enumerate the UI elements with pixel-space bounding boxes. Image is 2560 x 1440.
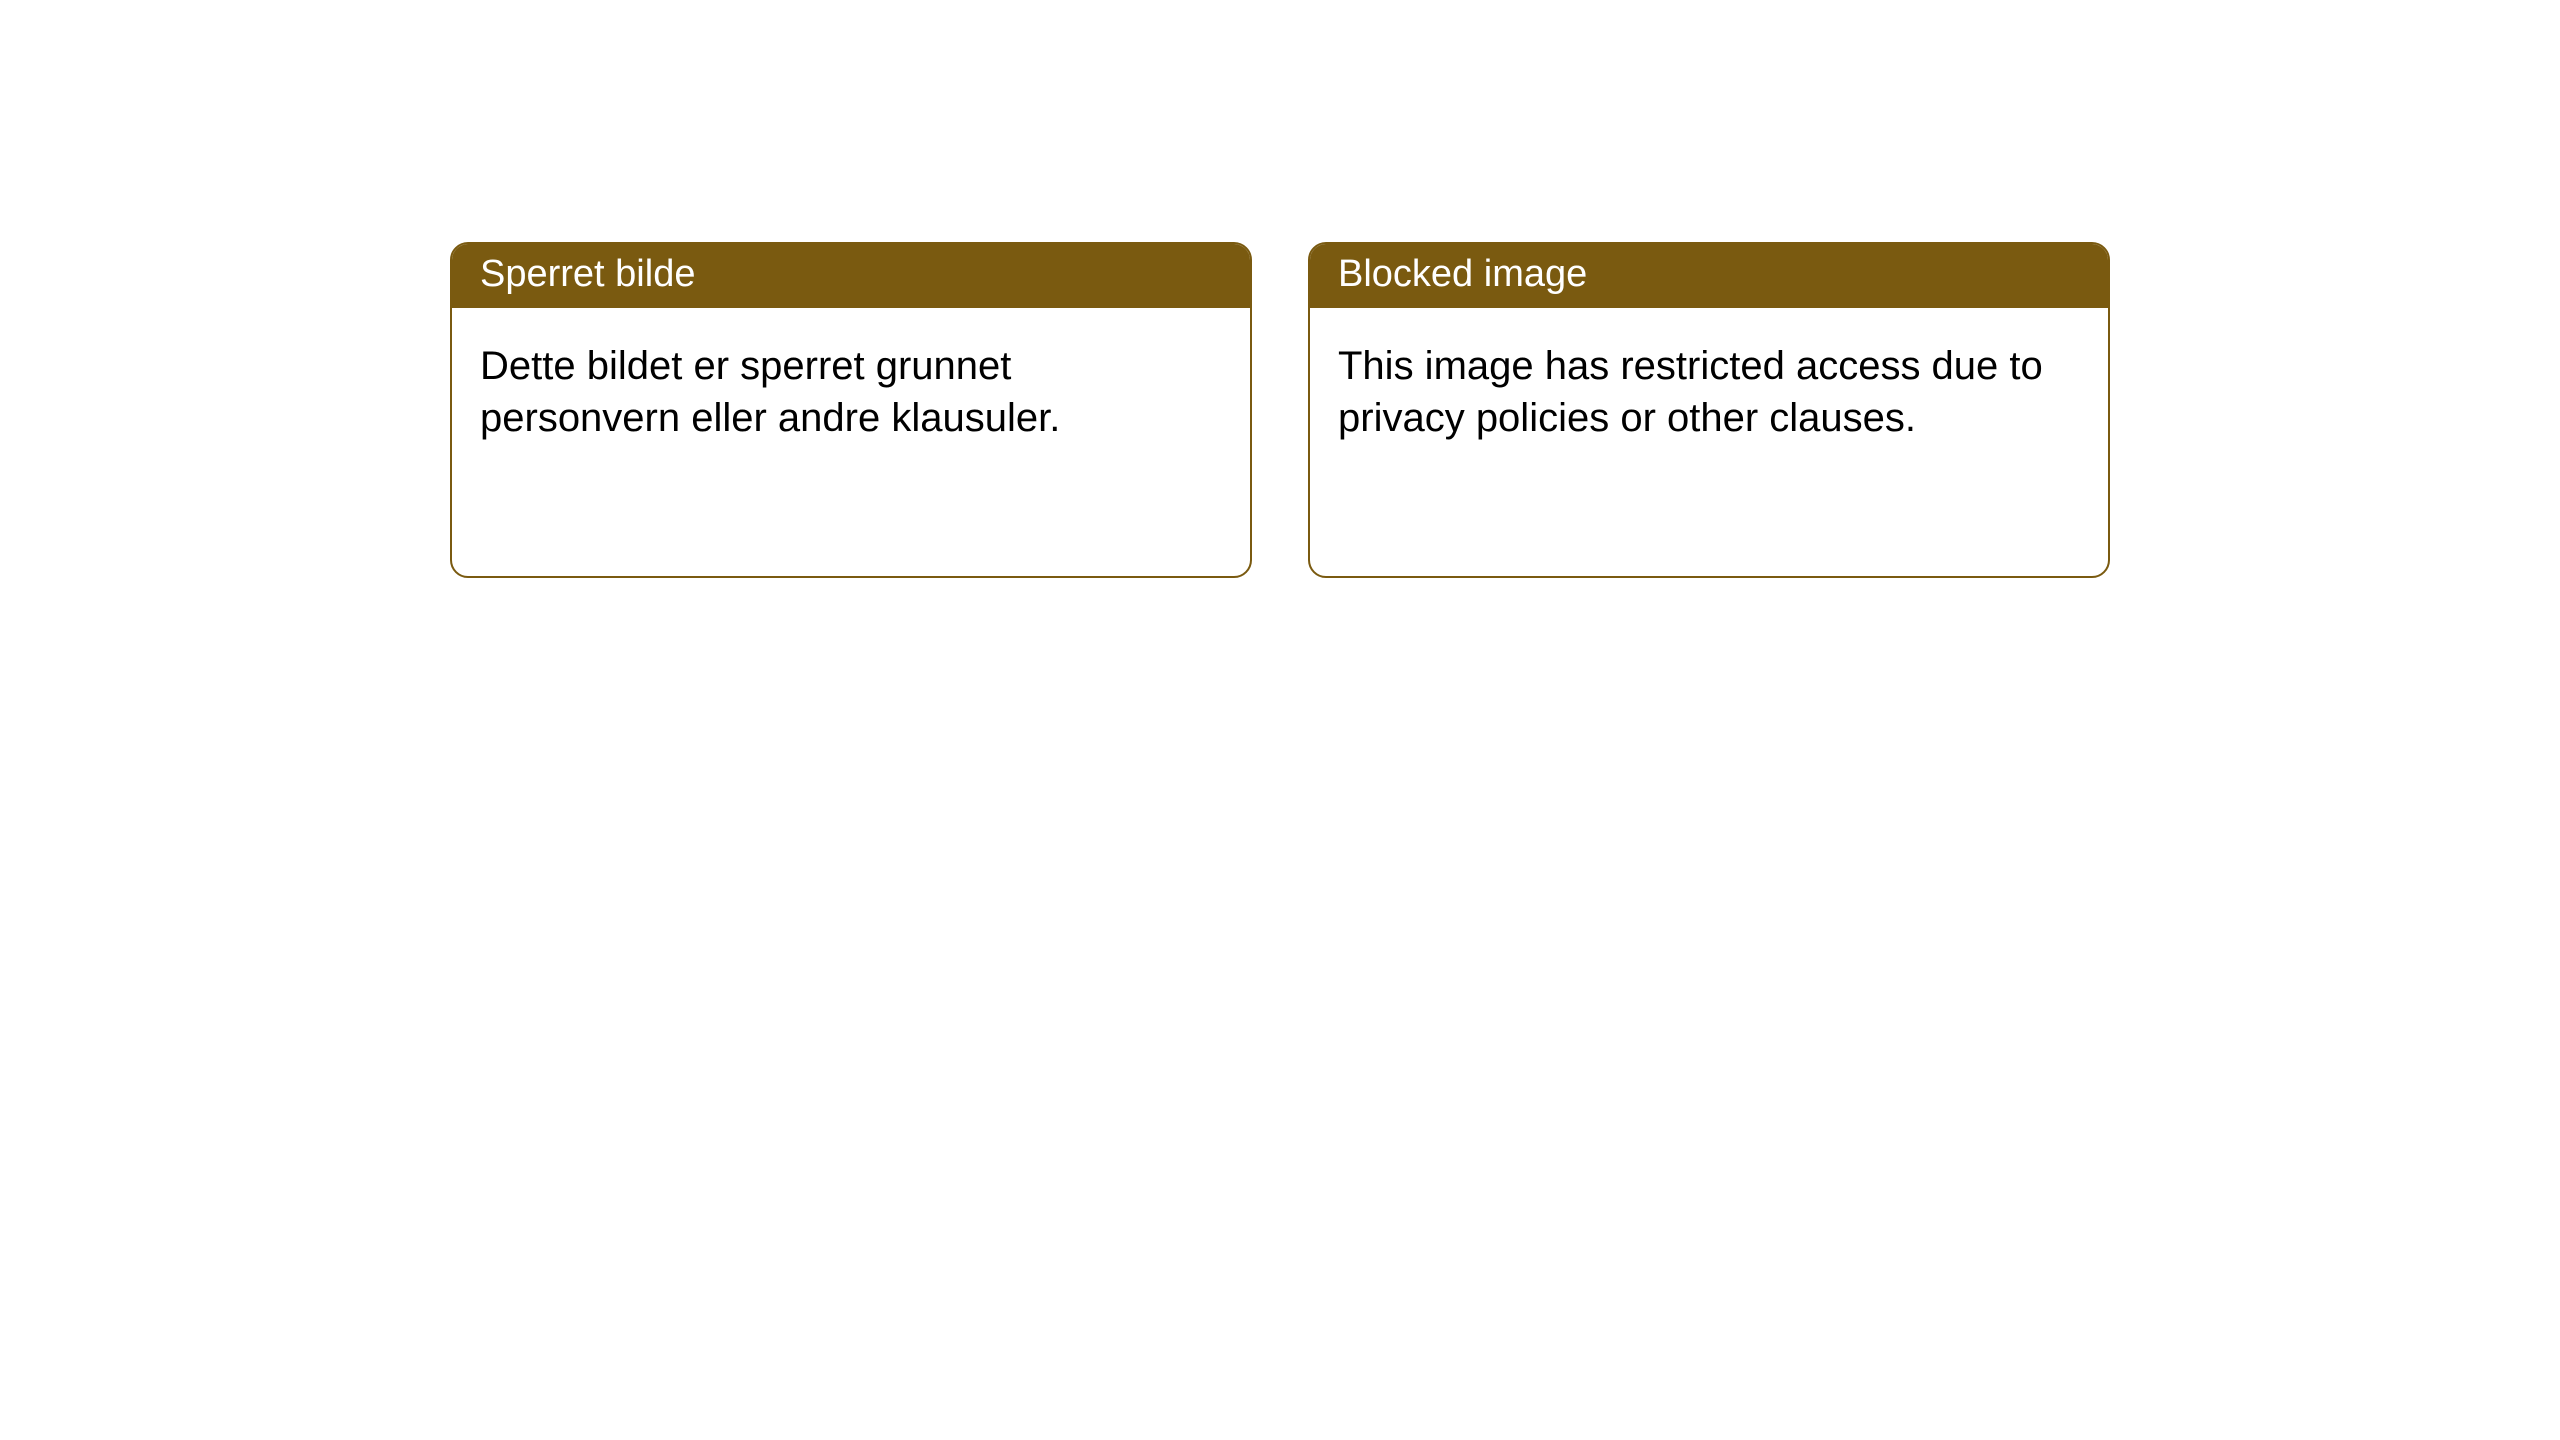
notice-box-english: Blocked image This image has restricted …: [1308, 242, 2110, 578]
notice-body: Dette bildet er sperret grunnet personve…: [452, 308, 1250, 476]
notice-body: This image has restricted access due to …: [1310, 308, 2108, 476]
notice-box-norwegian: Sperret bilde Dette bildet er sperret gr…: [450, 242, 1252, 578]
notice-header: Sperret bilde: [452, 244, 1250, 308]
notice-title: Blocked image: [1338, 253, 1587, 295]
notice-body-text: This image has restricted access due to …: [1338, 344, 2043, 440]
notice-title: Sperret bilde: [480, 253, 695, 295]
notice-container: Sperret bilde Dette bildet er sperret gr…: [450, 242, 2110, 578]
notice-header: Blocked image: [1310, 244, 2108, 308]
notice-body-text: Dette bildet er sperret grunnet personve…: [480, 344, 1060, 440]
